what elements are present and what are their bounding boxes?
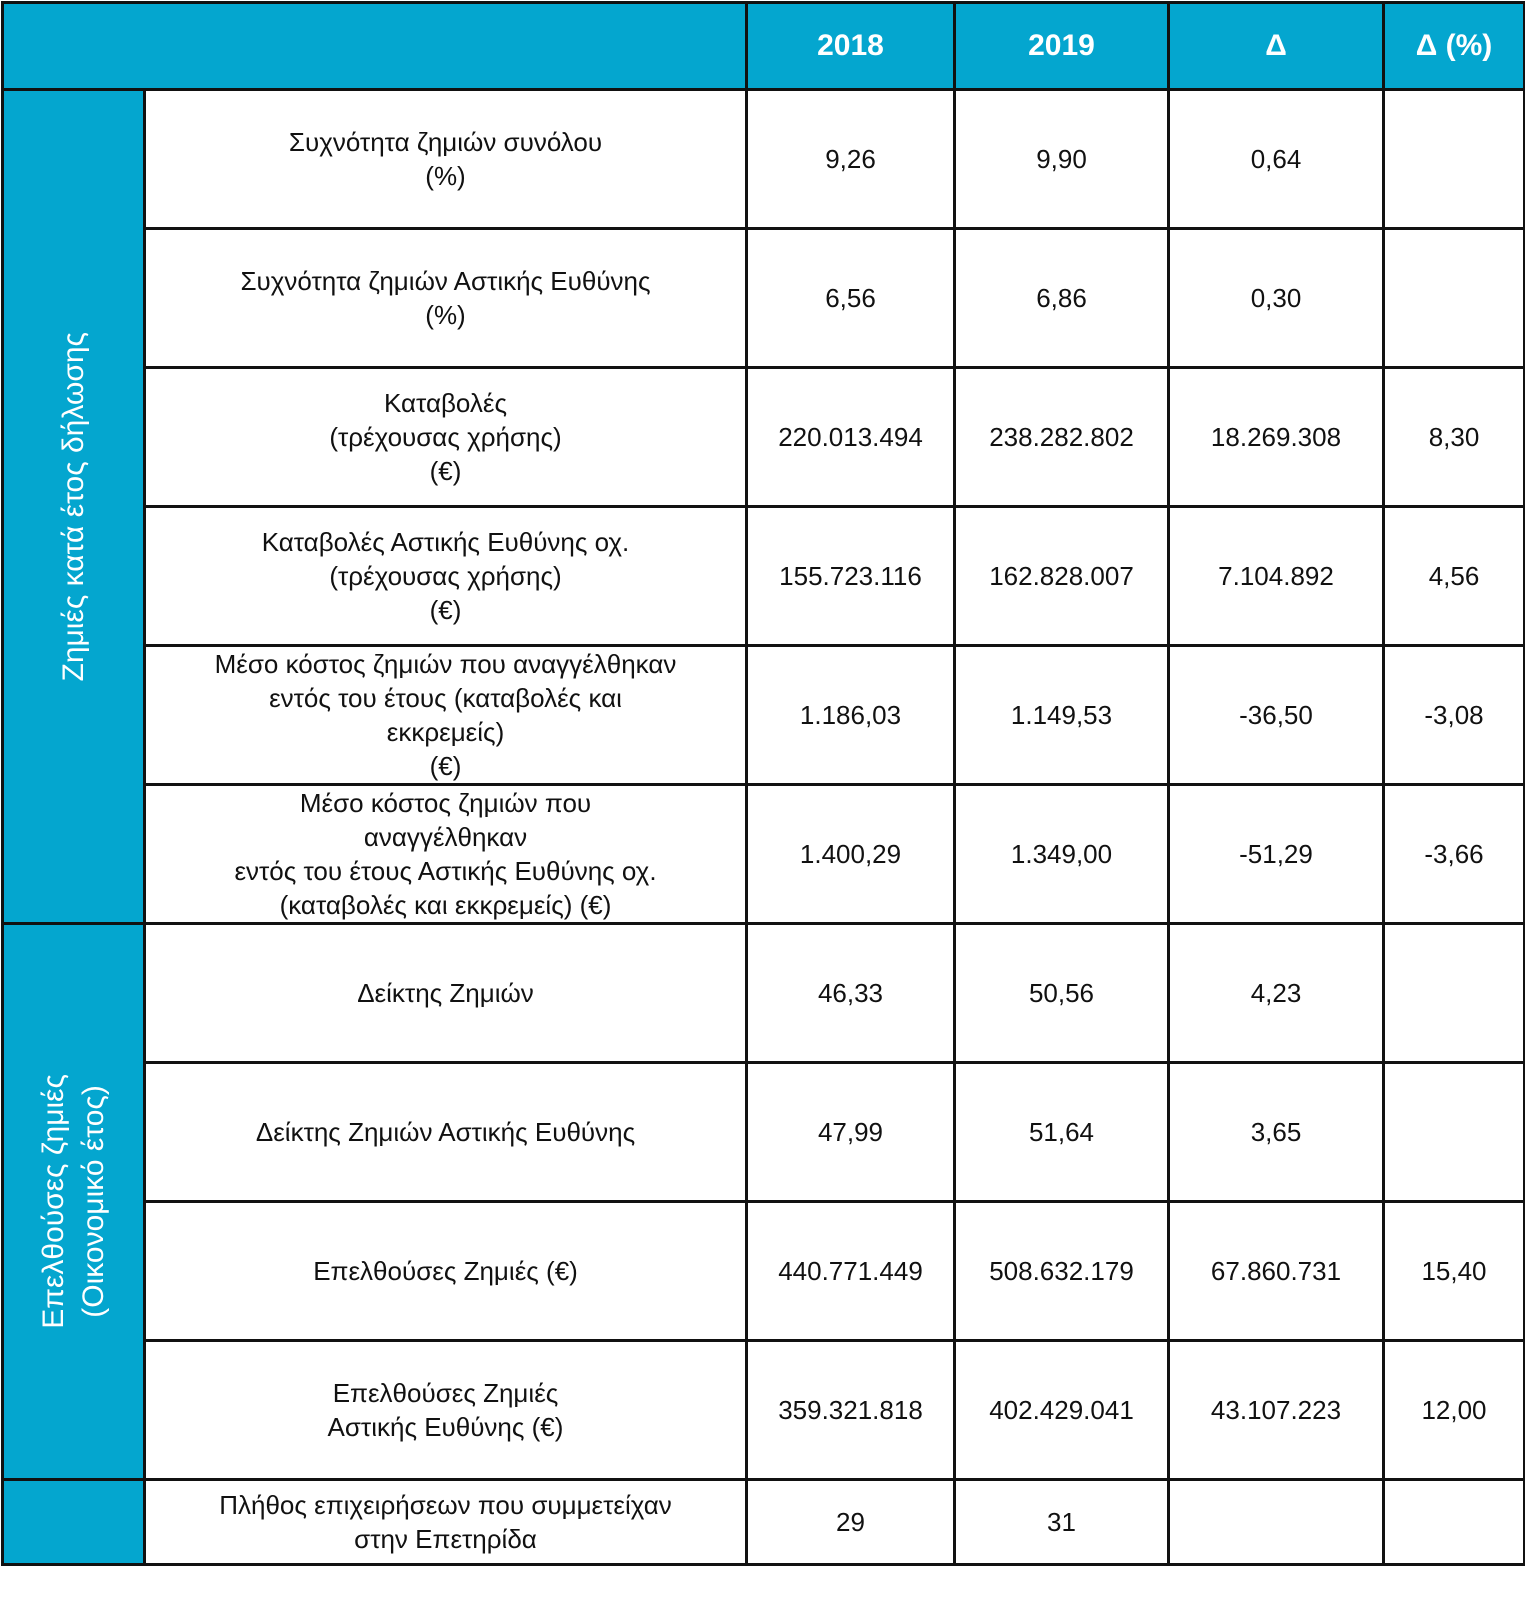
table-row: Δείκτης Ζημιών Αστικής Ευθύνης 47,99 51,64… bbox=[3, 1061, 1525, 1203]
table-row: Μέσο κόστος ζημιών που αναγγέλθηκαν εντό… bbox=[3, 644, 1525, 786]
table-row: Επελθούσες ζημιές (Οικονομικό έτος) Δείκτ… bbox=[1, 922, 1525, 1481]
value-cell: 9,90 bbox=[953, 88, 1170, 230]
table-row: Καταβολές Αστικής Ευθύνης οχ. (τρέχουσας… bbox=[3, 505, 1525, 647]
table-row: Επελθούσες Ζημιές Αστικής Ευθύνης (€) 359… bbox=[3, 1339, 1525, 1481]
value-cell: 162.828.007 bbox=[953, 505, 1170, 647]
row-label: Επελθούσες Ζημιές Αστικής Ευθύνης (€) bbox=[143, 1339, 748, 1481]
value-cell: 6,56 bbox=[745, 227, 956, 369]
value-cell: 0,64 bbox=[1167, 88, 1385, 230]
row-label: Δείκτης Ζημιών Αστικής Ευθύνης bbox=[143, 1061, 748, 1203]
value-cell: 508.632.179 bbox=[953, 1200, 1170, 1342]
row-label: Καταβολές (τρέχουσας χρήσης) (€) bbox=[143, 366, 748, 508]
value-cell: 51,64 bbox=[953, 1061, 1170, 1203]
column-header: Δ bbox=[1167, 1, 1385, 91]
value-cell: 0,30 bbox=[1167, 227, 1385, 369]
value-cell: 46,33 bbox=[745, 922, 956, 1064]
column-header: Δ (%) bbox=[1382, 1, 1525, 91]
value-cell: 3,65 bbox=[1167, 1061, 1385, 1203]
value-cell: 220.013.494 bbox=[745, 366, 956, 508]
row-label: Μέσο κόστος ζημιών που αναγγέλθηκαν εντό… bbox=[143, 783, 748, 925]
empty-cell bbox=[1167, 1478, 1385, 1566]
value-cell: 359.321.818 bbox=[745, 1339, 956, 1481]
empty-cell bbox=[1382, 922, 1525, 1064]
table-body: Ζημιές κατά έτος δήλωσης Συχνότητα ζημιών… bbox=[1, 88, 1525, 1566]
value-cell: 18.269.308 bbox=[1167, 366, 1385, 508]
column-header: 2019 bbox=[953, 1, 1170, 91]
row-label: Πλήθος επιχειρήσεων που συμμετείχαν στην… bbox=[143, 1478, 748, 1566]
value-cell: 43.107.223 bbox=[1167, 1339, 1385, 1481]
table-row: Μέσο κόστος ζημιών που αναγγέλθηκαν εντό… bbox=[3, 783, 1525, 925]
value-cell: 4,23 bbox=[1167, 922, 1385, 1064]
value-cell: -51,29 bbox=[1167, 783, 1385, 925]
value-cell: 402.429.041 bbox=[953, 1339, 1170, 1481]
value-cell: 47,99 bbox=[745, 1061, 956, 1203]
empty-cell bbox=[1382, 1061, 1525, 1203]
value-cell: 9,26 bbox=[745, 88, 956, 230]
value-cell: 8,30 bbox=[1382, 366, 1525, 508]
group-cell bbox=[1, 1478, 146, 1566]
header-corner bbox=[1, 1, 748, 91]
row-label: Επελθούσες Ζημιές (€) bbox=[143, 1200, 748, 1342]
data-table: 2018 2019 Δ Δ (%) Ζημιές κατά έτος δήλωσης Σ… bbox=[1, 1, 1525, 1566]
row-label: Συχνότητα ζημιών Αστικής Ευθύνης (%) bbox=[143, 227, 748, 369]
group-cell: Επελθούσες ζημιές (Οικονομικό έτος) bbox=[1, 922, 146, 1481]
row-label: Δείκτης Ζημιών bbox=[143, 922, 748, 1064]
table-row: Επελθούσες Ζημιές (€) 440.771.449 508.632.… bbox=[3, 1200, 1525, 1342]
value-cell: 1.349,00 bbox=[953, 783, 1170, 925]
table-row: Πλήθος επιχειρήσεων που συμμετείχαν στην… bbox=[1, 1478, 1525, 1566]
table-row: Καταβολές (τρέχουσας χρήσης) (€) 220.013.… bbox=[3, 366, 1525, 508]
value-cell: 1.400,29 bbox=[745, 783, 956, 925]
row-label: Καταβολές Αστικής Ευθύνης οχ. (τρέχουσας… bbox=[143, 505, 748, 647]
empty-cell bbox=[1382, 227, 1525, 369]
row-label: Μέσο κόστος ζημιών που αναγγέλθηκαν εντό… bbox=[143, 644, 748, 786]
value-cell: 155.723.116 bbox=[745, 505, 956, 647]
value-cell: 1.186,03 bbox=[745, 644, 956, 786]
header-row: 2018 2019 Δ Δ (%) bbox=[1, 1, 1525, 91]
column-header: 2018 bbox=[745, 1, 956, 91]
value-cell: 1.149,53 bbox=[953, 644, 1170, 786]
value-cell: 238.282.802 bbox=[953, 366, 1170, 508]
value-cell: 6,86 bbox=[953, 227, 1170, 369]
value-cell: 67.860.731 bbox=[1167, 1200, 1385, 1342]
value-cell: -36,50 bbox=[1167, 644, 1385, 786]
value-cell: 50,56 bbox=[953, 922, 1170, 1064]
table-row: Ζημιές κατά έτος δήλωσης Συχνότητα ζημιών… bbox=[1, 88, 1525, 925]
empty-cell bbox=[1382, 88, 1525, 230]
value-cell: 7.104.892 bbox=[1167, 505, 1385, 647]
row-label: Συχνότητα ζημιών συνόλου (%) bbox=[143, 88, 748, 230]
value-cell: 15,40 bbox=[1382, 1200, 1525, 1342]
table-row: Συχνότητα ζημιών Αστικής Ευθύνης (%) 6,56… bbox=[3, 227, 1525, 369]
empty-cell bbox=[1382, 1478, 1525, 1566]
value-cell: 29 bbox=[745, 1478, 956, 1566]
value-cell: -3,66 bbox=[1382, 783, 1525, 925]
value-cell: 440.771.449 bbox=[745, 1200, 956, 1342]
value-cell: 12,00 bbox=[1382, 1339, 1525, 1481]
value-cell: -3,08 bbox=[1382, 644, 1525, 786]
group-label: Ζημιές κατά έτος δήλωσης bbox=[56, 331, 90, 682]
value-cell: 31 bbox=[953, 1478, 1170, 1566]
value-cell: 4,56 bbox=[1382, 505, 1525, 647]
group-cell: Ζημιές κατά έτος δήλωσης bbox=[1, 88, 146, 925]
group-label: Επελθούσες ζημιές (Οικονομικό έτος) bbox=[36, 1074, 110, 1329]
